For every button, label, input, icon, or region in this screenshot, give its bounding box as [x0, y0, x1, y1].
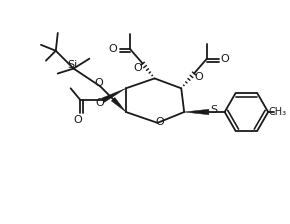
Polygon shape — [184, 109, 209, 115]
Text: O: O — [73, 115, 82, 125]
Text: O: O — [94, 78, 103, 88]
Text: O: O — [195, 72, 203, 82]
Polygon shape — [102, 88, 126, 102]
Polygon shape — [111, 97, 126, 112]
Text: O: O — [96, 98, 105, 108]
Text: CH₃: CH₃ — [269, 107, 287, 117]
Text: O: O — [109, 44, 117, 54]
Text: O: O — [220, 54, 229, 64]
Text: Si: Si — [68, 60, 78, 70]
Text: O: O — [155, 117, 164, 127]
Text: S: S — [210, 105, 218, 115]
Text: O: O — [133, 62, 142, 73]
